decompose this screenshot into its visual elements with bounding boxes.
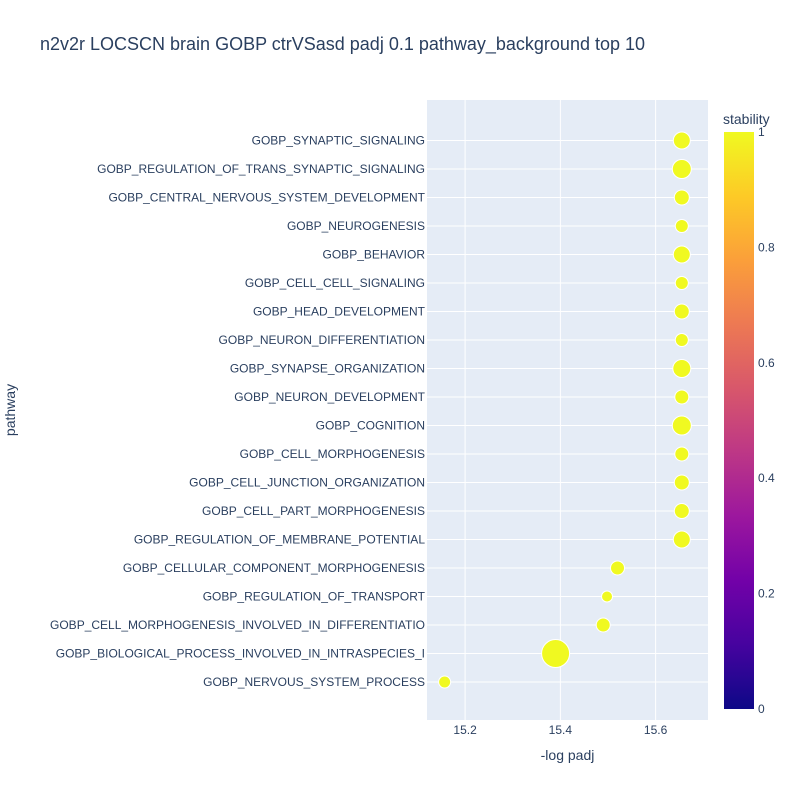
data-point [610, 560, 626, 576]
data-point [541, 639, 571, 668]
data-point [672, 131, 691, 150]
data-point [673, 474, 690, 491]
y-tick-label: GOBP_SYNAPSE_ORGANIZATION [230, 362, 425, 376]
y-tick-label: GOBP_CELLULAR_COMPONENT_MORPHOGENESIS [123, 561, 425, 575]
x-tick-label: 15.6 [644, 723, 668, 737]
y-tick-label: GOBP_CENTRAL_NERVOUS_SYSTEM_DEVELOPMENT [108, 191, 425, 205]
colorbar-tick-label: 0 [758, 702, 765, 716]
colorbar-tick-label: 0.8 [758, 240, 775, 254]
data-point [672, 245, 691, 264]
data-point [673, 503, 690, 519]
y-tick-label: GOBP_REGULATION_OF_TRANS_SYNAPTIC_SIGNAL… [97, 162, 425, 176]
colorbar-tick-label: 1 [758, 125, 765, 139]
grid-lines [427, 100, 708, 720]
data-point [601, 590, 614, 603]
colorbar-tick-label: 0.4 [758, 471, 775, 485]
colorbar-tick-label: 0.2 [758, 587, 775, 601]
data-points [438, 131, 692, 689]
data-point [672, 530, 691, 549]
colorbar-tick-label: 0.6 [758, 356, 775, 370]
y-tick-label: GOBP_HEAD_DEVELOPMENT [253, 305, 426, 319]
y-tick-label: GOBP_NERVOUS_SYSTEM_PROCESS [203, 675, 425, 689]
data-point [674, 389, 690, 405]
x-axis-tick-labels: 15.2 15.4 15.6 [453, 723, 667, 737]
chart-title: n2v2r LOCSCN brain GOBP ctrVSasd padj 0.… [40, 34, 645, 55]
data-point [673, 303, 690, 320]
y-tick-label: GOBP_NEURON_DEVELOPMENT [234, 390, 425, 404]
data-point [671, 415, 692, 436]
y-tick-label: GOBP_CELL_MORPHOGENESIS [240, 447, 425, 461]
y-tick-label: GOBP_COGNITION [316, 419, 425, 433]
data-point [674, 276, 689, 290]
y-tick-label: GOBP_NEURON_DIFFERENTIATION [219, 333, 425, 347]
data-point [674, 333, 689, 347]
x-tick-label: 15.2 [453, 723, 477, 737]
data-point [672, 359, 692, 378]
x-axis-label: -log padj [541, 747, 595, 763]
x-tick-label: 15.4 [549, 723, 573, 737]
y-tick-label: GOBP_CELL_MORPHOGENESIS_INVOLVED_IN_DIFF… [50, 618, 425, 632]
y-tick-label: GOBP_CELL_PART_MORPHOGENESIS [202, 504, 425, 518]
y-tick-label: GOBP_CELL_JUNCTION_ORGANIZATION [189, 476, 425, 490]
colorbar-tick-labels: 0 0.2 0.4 0.6 0.8 1 [758, 125, 775, 716]
y-tick-label: GOBP_CELL_CELL_SIGNALING [245, 276, 425, 290]
data-point [674, 219, 689, 233]
y-tick-label: GOBP_NEUROGENESIS [287, 219, 425, 233]
data-point [673, 189, 690, 206]
y-tick-label: GOBP_REGULATION_OF_TRANSPORT [203, 590, 426, 604]
data-point [674, 446, 690, 462]
data-point [438, 675, 452, 689]
plot-background [427, 100, 708, 720]
y-tick-label: GOBP_SYNAPTIC_SIGNALING [252, 134, 425, 148]
data-point [595, 617, 611, 633]
y-axis-label: pathway [2, 384, 18, 436]
y-tick-label: GOBP_BIOLOGICAL_PROCESS_INVOLVED_IN_INTR… [56, 647, 425, 661]
colorbar [724, 132, 754, 709]
colorbar-title: stability [723, 111, 770, 127]
y-axis-tick-labels: GOBP_SYNAPTIC_SIGNALING GOBP_REGULATION_O… [50, 134, 426, 690]
data-point [671, 159, 692, 179]
y-tick-label: GOBP_BEHAVIOR [323, 248, 426, 262]
y-tick-label: GOBP_REGULATION_OF_MEMBRANE_POTENTIAL [134, 533, 426, 547]
